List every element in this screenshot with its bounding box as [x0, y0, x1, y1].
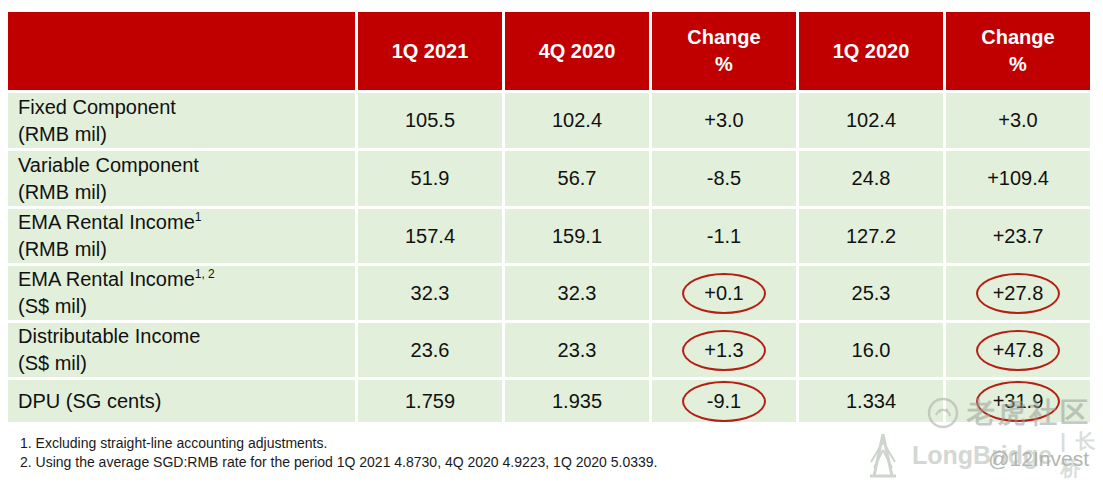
- row-label-superscript: 1, 2: [195, 267, 215, 281]
- cell-value: +3.0: [652, 93, 796, 148]
- row-label-line1: Distributable Income: [18, 323, 355, 350]
- table-row: EMA Rental Income1(RMB mil)157.4159.1-1.…: [8, 209, 1090, 263]
- cell-value: 102.4: [505, 93, 649, 148]
- circled-value: +31.9: [976, 381, 1060, 422]
- row-label: EMA Rental Income1(RMB mil): [8, 209, 355, 263]
- row-label: Fixed Component(RMB mil): [8, 93, 355, 148]
- cell-value: +3.0: [946, 93, 1090, 148]
- cell-value: +23.7: [946, 209, 1090, 263]
- row-label-unit: (RMB mil): [18, 179, 355, 206]
- header-row: 1Q 2021 4Q 2020 Change % 1Q 2020 Change …: [8, 12, 1090, 90]
- header-cell-change1: Change %: [652, 12, 796, 90]
- table-row: Fixed Component(RMB mil)105.5102.4+3.010…: [8, 93, 1090, 148]
- row-label: EMA Rental Income1, 2(S$ mil): [8, 266, 355, 320]
- watermark-handle: @12Invest: [988, 447, 1089, 471]
- cell-value: 23.3: [505, 323, 649, 377]
- row-label-superscript: 1: [195, 210, 202, 224]
- cell-value: 24.8: [799, 151, 943, 206]
- cell-value: 32.3: [358, 266, 502, 320]
- table-row: EMA Rental Income1, 2(S$ mil)32.332.3+0.…: [8, 266, 1090, 320]
- circled-value: +47.8: [976, 330, 1060, 371]
- cell-value: 51.9: [358, 151, 502, 206]
- cell-value: +27.8: [946, 266, 1090, 320]
- cell-value: 102.4: [799, 93, 943, 148]
- circled-value: +0.1: [682, 273, 766, 314]
- cell-value: 159.1: [505, 209, 649, 263]
- cell-value: -9.1: [652, 380, 796, 422]
- slide-page: 1Q 2021 4Q 2020 Change % 1Q 2020 Change …: [0, 0, 1103, 483]
- row-label: Variable Component(RMB mil): [8, 151, 355, 206]
- cell-value: 32.3: [505, 266, 649, 320]
- row-label-unit: (S$ mil): [18, 293, 355, 320]
- cell-value: 157.4: [358, 209, 502, 263]
- cell-value: -1.1: [652, 209, 796, 263]
- header-cell-4q2020: 4Q 2020: [505, 12, 649, 90]
- cell-value: +47.8: [946, 323, 1090, 377]
- row-label-line1: EMA Rental Income1, 2: [18, 266, 355, 293]
- watermark-brand-suffix: | 长桥: [1060, 428, 1103, 482]
- row-label-unit: (S$ mil): [18, 350, 355, 377]
- row-label-line1: Fixed Component: [18, 94, 355, 121]
- bridge-icon: [862, 432, 904, 478]
- cell-value: 127.2: [799, 209, 943, 263]
- row-label-line1: DPU (SG cents): [18, 388, 355, 415]
- cell-value: +31.9: [946, 380, 1090, 422]
- watermark-brand-label: LongBridge: [912, 441, 1052, 470]
- row-label-line1: EMA Rental Income1: [18, 209, 355, 236]
- row-label: DPU (SG cents): [8, 380, 355, 422]
- cell-value: +1.3: [652, 323, 796, 377]
- cell-value: 25.3: [799, 266, 943, 320]
- cell-value: 1.334: [799, 380, 943, 422]
- table-row: Distributable Income(S$ mil)23.623.3 +1.3…: [8, 323, 1090, 377]
- table-row: DPU (SG cents)1.7591.935 -9.1 1.334 +31.9: [8, 380, 1090, 422]
- header-cell-1q2021: 1Q 2021: [358, 12, 502, 90]
- cell-value: 1.935: [505, 380, 649, 422]
- table-body: Fixed Component(RMB mil)105.5102.4+3.010…: [8, 93, 1090, 422]
- circled-value: +1.3: [682, 330, 766, 371]
- header-cell-1q2020: 1Q 2020: [799, 12, 943, 90]
- cell-value: 16.0: [799, 323, 943, 377]
- table-row: Variable Component(RMB mil)51.956.7-8.52…: [8, 151, 1090, 206]
- watermark-brand: LongBridge | 长桥: [862, 428, 1103, 482]
- row-label-line1: Variable Component: [18, 152, 355, 179]
- row-label-unit: (RMB mil): [18, 121, 355, 148]
- footnotes: 1. Excluding straight-line accounting ad…: [20, 434, 657, 472]
- row-label-unit: (RMB mil): [18, 236, 355, 263]
- cell-value: +109.4: [946, 151, 1090, 206]
- cell-value: 23.6: [358, 323, 502, 377]
- cell-value: 105.5: [358, 93, 502, 148]
- cell-value: 1.759: [358, 380, 502, 422]
- row-label: Distributable Income(S$ mil): [8, 323, 355, 377]
- header-cell-change2: Change %: [946, 12, 1090, 90]
- cell-value: +0.1: [652, 266, 796, 320]
- header-cell-blank: [8, 12, 355, 90]
- footnote-1: 1. Excluding straight-line accounting ad…: [20, 434, 657, 453]
- circled-value: +27.8: [976, 273, 1060, 314]
- quarterly-results-table: 1Q 2021 4Q 2020 Change % 1Q 2020 Change …: [5, 9, 1093, 425]
- cell-value: 56.7: [505, 151, 649, 206]
- circled-value: -9.1: [682, 381, 766, 422]
- cell-value: -8.5: [652, 151, 796, 206]
- footnote-2: 2. Using the average SGD:RMB rate for th…: [20, 453, 657, 472]
